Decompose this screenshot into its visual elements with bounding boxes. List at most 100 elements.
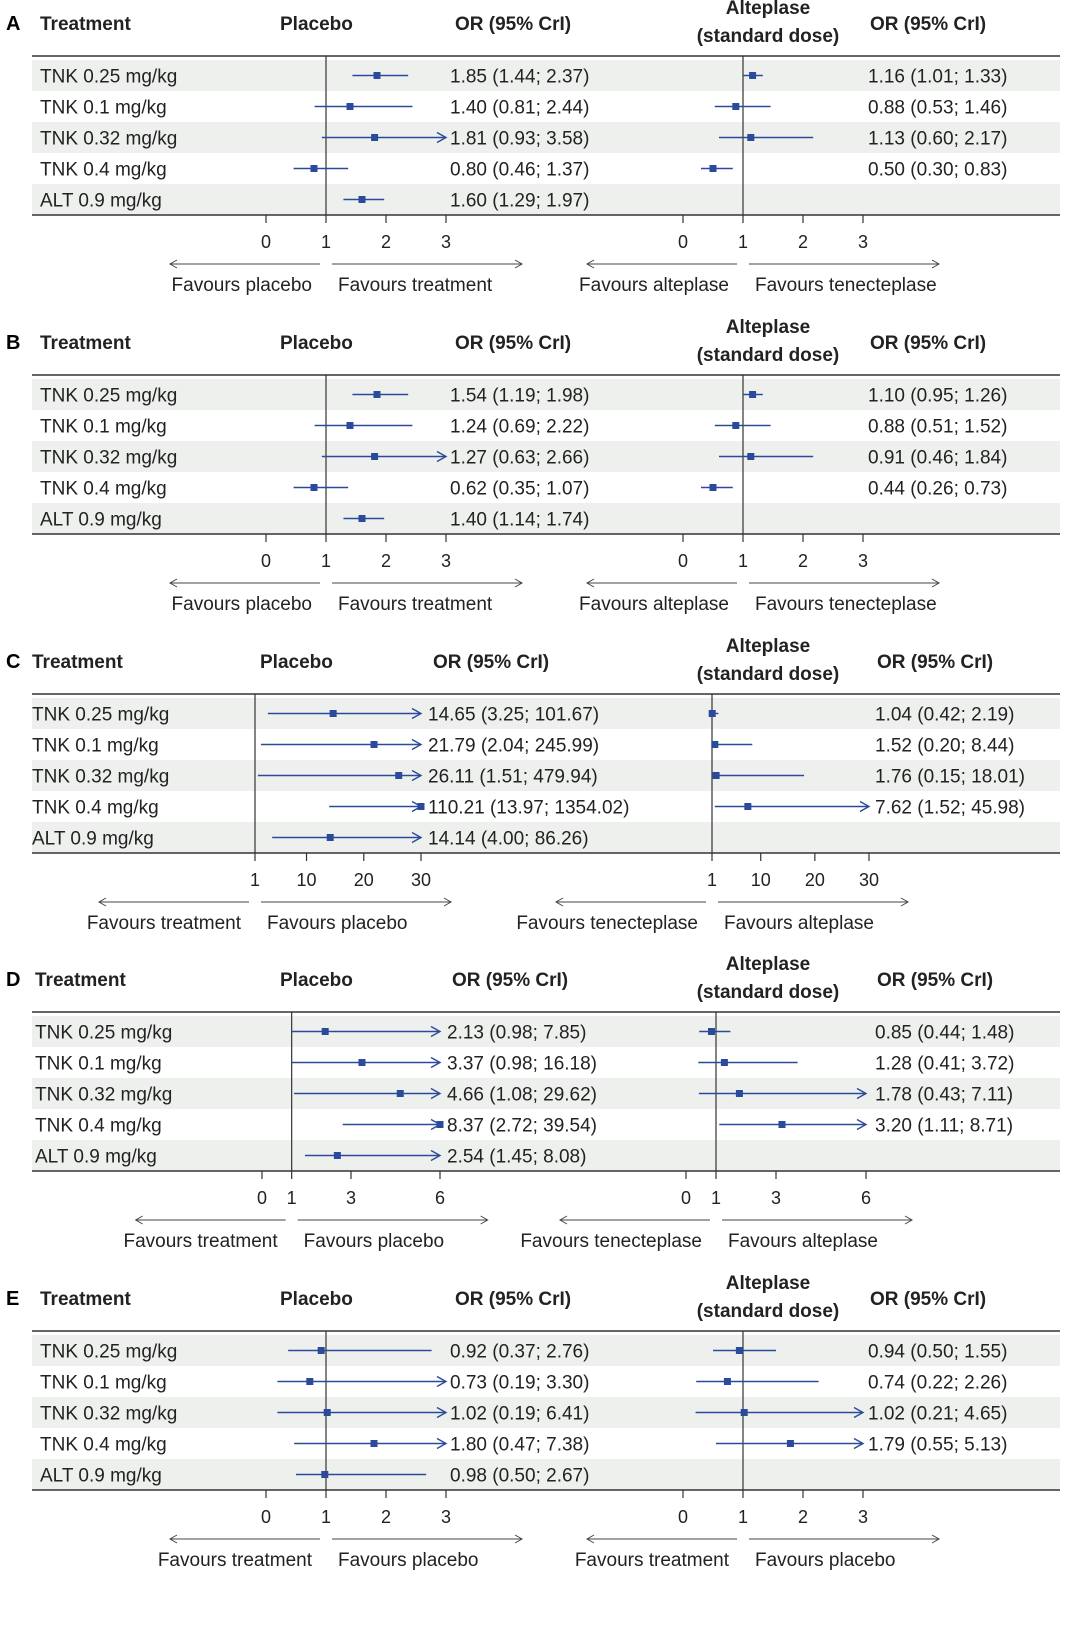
alteplase-favours-right-label: Favours alteplase (728, 1231, 878, 1252)
alteplase-favours-left-label: Favours treatment (575, 1550, 730, 1571)
placebo-point-estimate (329, 710, 337, 717)
treatment-name: ALT 0.9 mg/kg (40, 1466, 162, 1487)
treatment-name: TNK 0.4 mg/kg (32, 798, 159, 819)
alteplase-header-line2: (standard dose) (697, 982, 840, 1003)
alteplase-header-line2: (standard dose) (697, 345, 840, 366)
row-stripe (32, 1459, 1060, 1490)
alteplase-tick-label: 3 (858, 1507, 868, 1527)
placebo-ci-arrowhead (430, 1087, 442, 1100)
placebo-favours-left-label: Favours treatment (158, 1550, 313, 1571)
placebo-favours-right-label: Favours placebo (338, 1550, 478, 1571)
row-stripe (32, 184, 1060, 215)
alteplase-or-value: 1.02 (0.21; 4.65) (868, 1404, 1007, 1425)
placebo-header: Placebo (280, 333, 353, 354)
placebo-or-value: 1.40 (1.14; 1.74) (450, 510, 589, 531)
alteplase-tick-label: 6 (861, 1188, 871, 1208)
alteplase-point-estimate (786, 1440, 794, 1447)
row-stripe (32, 1078, 1060, 1109)
alteplase-or-value: 3.20 (1.11; 8.71) (875, 1116, 1013, 1137)
placebo-point-estimate (436, 1121, 444, 1128)
placebo-favours-left-label: Favours treatment (87, 913, 242, 934)
treatment-name: TNK 0.1 mg/kg (40, 417, 167, 438)
placebo-point-estimate (321, 1028, 329, 1035)
alteplase-or-value: 0.74 (0.22; 2.26) (868, 1373, 1007, 1394)
placebo-or-header: OR (95% CrI) (455, 1289, 571, 1310)
panel-label-e: E (6, 1288, 19, 1310)
placebo-tick-label: 2 (381, 1507, 391, 1527)
placebo-ci-arrowhead (411, 738, 423, 751)
alteplase-favours-right-arrowhead (931, 578, 941, 588)
alteplase-point-estimate (732, 103, 740, 110)
placebo-point-estimate (310, 165, 318, 172)
alteplase-or-value: 1.76 (0.15; 18.01) (875, 767, 1025, 788)
alteplase-tick-label: 3 (771, 1188, 781, 1208)
placebo-or-value: 1.24 (0.69; 2.22) (450, 417, 589, 438)
placebo-ci-arrowhead (430, 1056, 442, 1069)
alteplase-tick-label: 2 (798, 232, 808, 252)
placebo-or-value: 1.81 (0.93; 3.58) (450, 129, 589, 150)
alteplase-tick-label: 1 (707, 870, 717, 890)
alteplase-point-estimate (732, 422, 740, 429)
placebo-point-estimate (323, 1409, 331, 1416)
alteplase-tick-label: 3 (858, 551, 868, 571)
placebo-tick-label: 1 (321, 1507, 331, 1527)
alteplase-or-value: 0.44 (0.26; 0.73) (868, 479, 1007, 500)
treatment-name: TNK 0.4 mg/kg (40, 479, 167, 500)
alteplase-point-estimate (708, 1028, 715, 1035)
placebo-tick-label: 3 (441, 1507, 451, 1527)
placebo-or-value: 0.98 (0.50; 2.67) (450, 1466, 589, 1487)
alteplase-or-value: 0.85 (0.44; 1.48) (875, 1023, 1014, 1044)
alteplase-favours-left-label: Favours alteplase (579, 275, 729, 296)
placebo-or-value: 2.54 (1.45; 8.08) (447, 1147, 586, 1168)
alteplase-point-estimate (778, 1121, 786, 1128)
alteplase-header-line2: (standard dose) (697, 664, 840, 685)
alteplase-or-value: 1.16 (1.01; 1.33) (868, 67, 1007, 88)
alteplase-or-value: 0.94 (0.50; 1.55) (868, 1342, 1007, 1363)
alteplase-header-line2: (standard dose) (697, 26, 840, 47)
placebo-point-estimate (396, 1090, 404, 1097)
placebo-favours-left-arrowhead (134, 1215, 143, 1225)
placebo-or-header: OR (95% CrI) (455, 333, 571, 354)
alteplase-favours-right-arrowhead (904, 1215, 914, 1225)
placebo-tick-label: 0 (261, 1507, 271, 1527)
treatment-name: TNK 0.32 mg/kg (35, 1085, 172, 1106)
alteplase-header-line1: Alteplase (726, 954, 810, 975)
placebo-tick-label: 2 (381, 551, 391, 571)
alteplase-or-value: 0.50 (0.30; 0.83) (868, 160, 1007, 181)
alteplase-favours-right-label: Favours tenecteplase (755, 275, 937, 296)
placebo-point-estimate (395, 772, 403, 779)
alteplase-tick-label: 1 (738, 551, 748, 571)
alteplase-or-header: OR (95% CrI) (870, 14, 986, 35)
alteplase-point-estimate (712, 772, 720, 779)
row-stripe (32, 1397, 1060, 1428)
placebo-ci-arrowhead (436, 1437, 448, 1450)
alteplase-point-estimate (749, 72, 757, 79)
alteplase-header-line2: (standard dose) (697, 1301, 840, 1322)
placebo-tick-label: 3 (346, 1188, 356, 1208)
placebo-header: Placebo (260, 652, 333, 673)
row-stripe (32, 503, 1060, 534)
alteplase-or-value: 1.52 (0.20; 8.44) (875, 736, 1014, 757)
placebo-or-value: 0.62 (0.35; 1.07) (450, 479, 589, 500)
alteplase-point-estimate (720, 1059, 728, 1066)
treatment-name: TNK 0.25 mg/kg (35, 1023, 172, 1044)
alteplase-point-estimate (711, 741, 719, 748)
placebo-favours-right-label: Favours placebo (267, 913, 407, 934)
row-stripe (32, 60, 1060, 91)
panel-label-c: C (6, 651, 20, 673)
alteplase-favours-left-arrowhead (585, 1534, 595, 1544)
placebo-favours-right-label: Favours placebo (304, 1231, 444, 1252)
placebo-header: Placebo (280, 1289, 353, 1310)
treatment-name: ALT 0.9 mg/kg (40, 510, 162, 531)
placebo-or-value: 26.11 (1.51; 479.94) (428, 767, 598, 788)
placebo-tick-label: 1 (287, 1188, 297, 1208)
alteplase-or-header: OR (95% CrI) (877, 970, 993, 991)
alteplase-or-header: OR (95% CrI) (870, 333, 986, 354)
alteplase-point-estimate (723, 1378, 731, 1385)
placebo-ci-arrowhead (430, 1149, 442, 1162)
placebo-point-estimate (326, 834, 334, 841)
placebo-favours-left-arrowhead (97, 897, 107, 907)
placebo-tick-label: 0 (257, 1188, 267, 1208)
alteplase-point-estimate (744, 803, 752, 810)
